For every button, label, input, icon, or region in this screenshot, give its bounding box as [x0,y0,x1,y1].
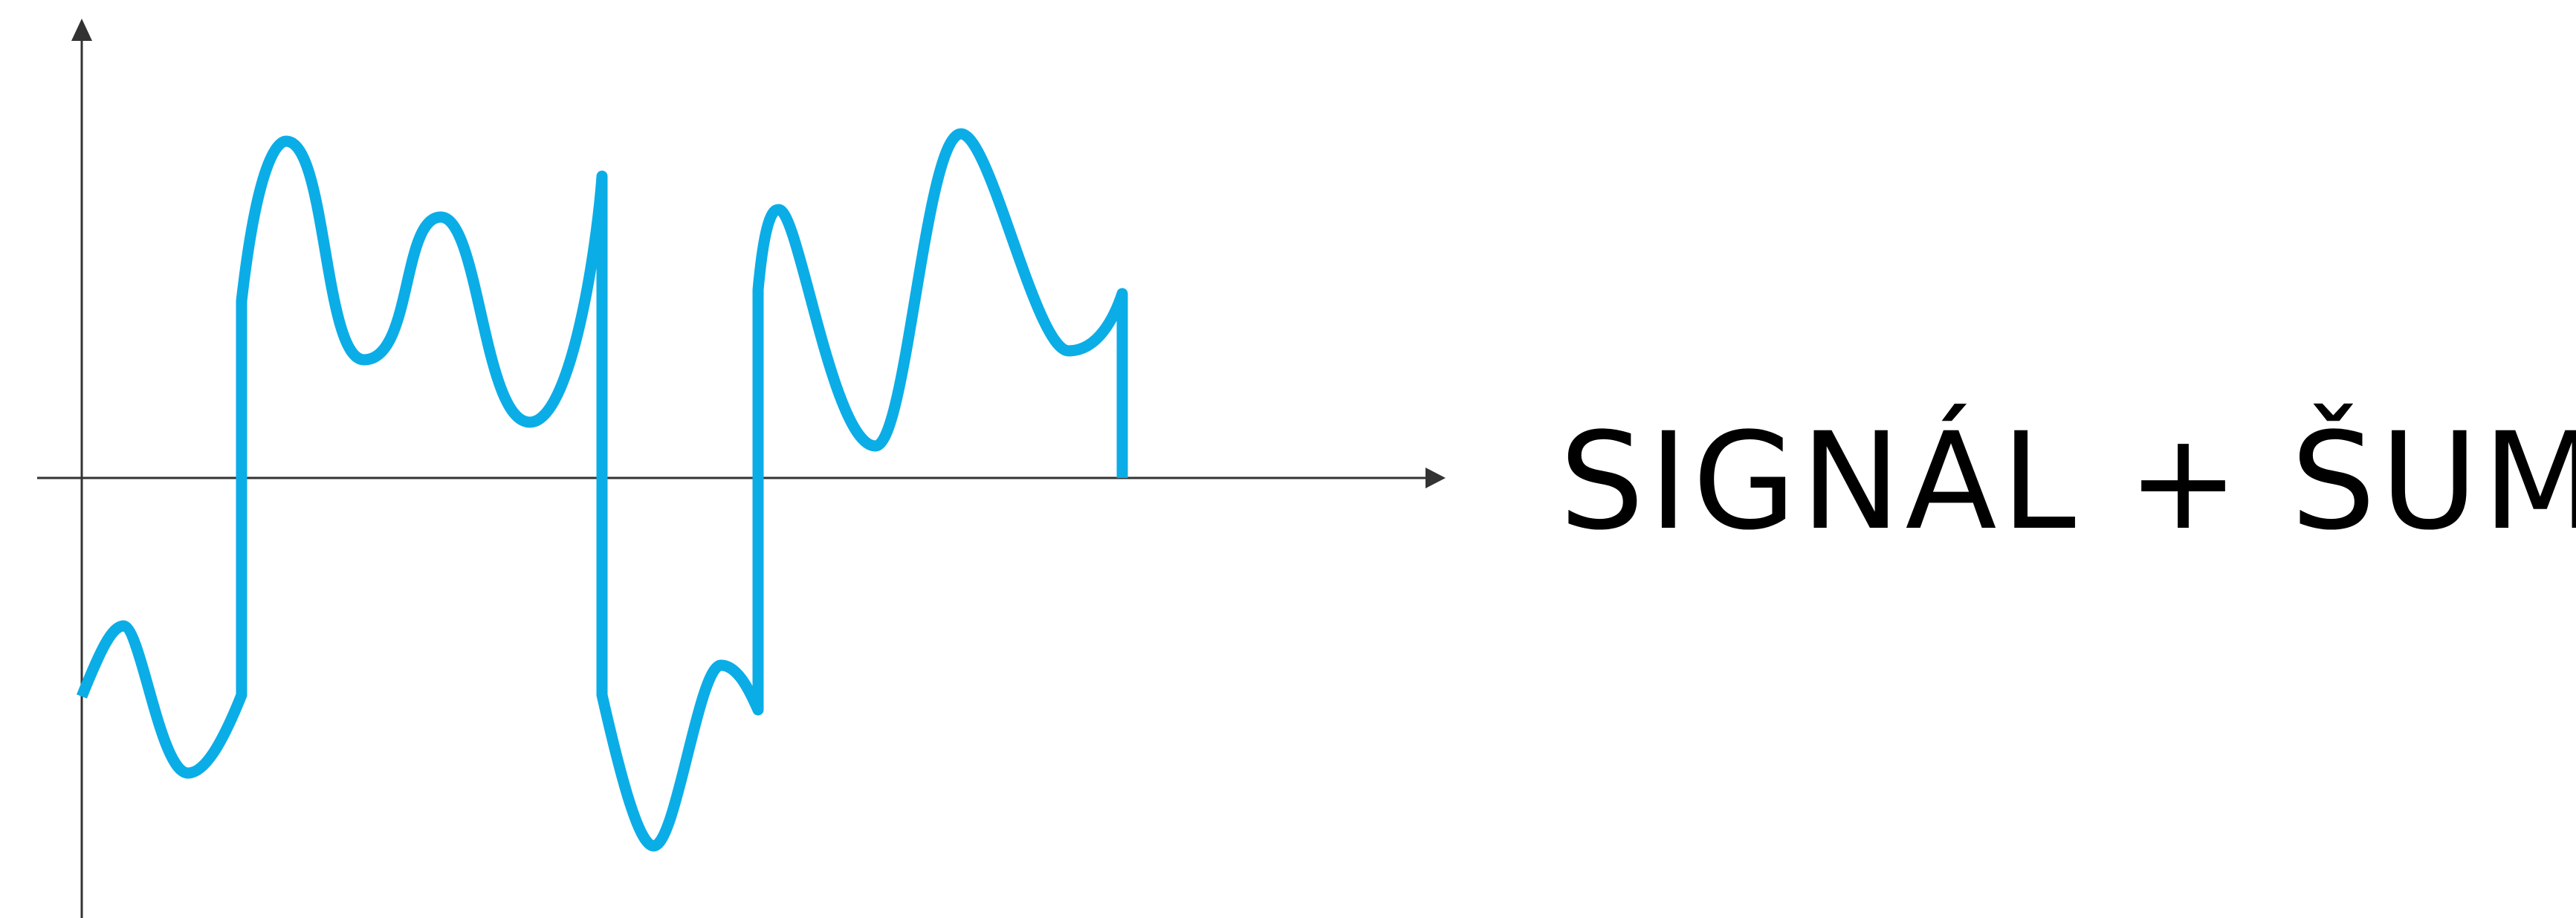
signal-noise-label: SIGNÁL + ŠUM [1559,403,2576,560]
x-axis-arrowhead [1425,468,1446,488]
noisy-signal-waveform [77,128,1128,852]
y-axis-arrowhead [71,19,92,41]
